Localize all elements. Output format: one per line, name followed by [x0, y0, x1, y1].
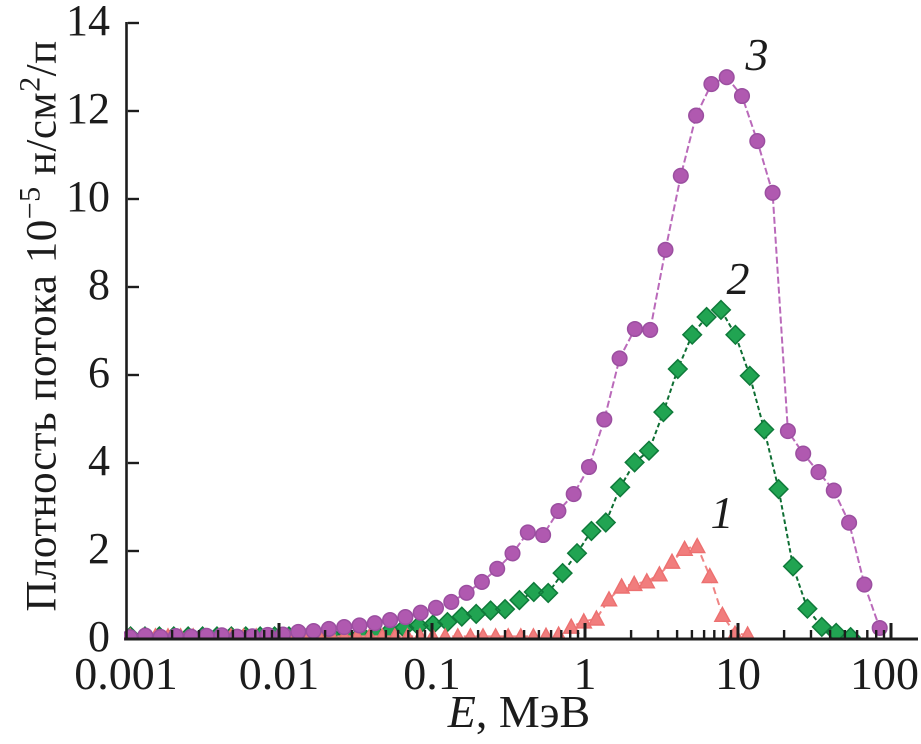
svg-text:0: 0: [88, 612, 110, 661]
svg-text:0.001: 0.001: [74, 648, 178, 699]
svg-text:1: 1: [574, 648, 597, 699]
svg-text:2: 2: [88, 524, 110, 573]
svg-text:2: 2: [727, 253, 750, 304]
svg-text:Плотность потока 10−5 н/см2/п: Плотность потока 10−5 н/см2/п: [14, 40, 66, 611]
svg-text:10: 10: [715, 648, 761, 699]
svg-text:1: 1: [711, 487, 734, 538]
svg-text:4: 4: [88, 436, 110, 485]
svg-text:12: 12: [66, 84, 110, 133]
svg-text:8: 8: [88, 260, 110, 309]
svg-text:10: 10: [66, 172, 110, 221]
svg-text:E, МэВ: E, МэВ: [447, 686, 590, 737]
svg-text:0.1: 0.1: [403, 648, 461, 699]
svg-text:0.01: 0.01: [239, 648, 320, 699]
svg-text:14: 14: [66, 0, 110, 45]
svg-text:3: 3: [745, 29, 769, 80]
svg-text:6: 6: [88, 348, 110, 397]
svg-text:100: 100: [850, 648, 919, 699]
